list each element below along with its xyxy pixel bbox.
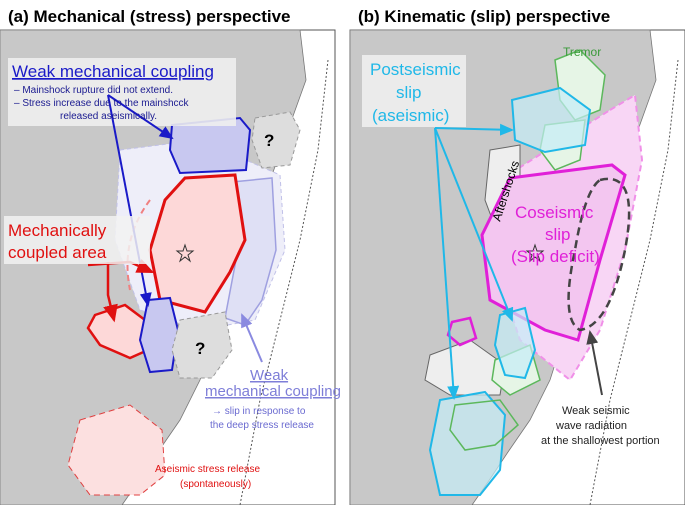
arrow: [241, 313, 263, 363]
label: at the shallowest portion: [541, 435, 660, 447]
note: – Mainshock rupture did not extend.: [14, 85, 173, 96]
small-red-area: [86, 303, 150, 360]
arrow: [434, 123, 514, 136]
label: Postseismic: [370, 60, 461, 79]
panel-title: (b) Kinematic (slip) perspective: [358, 7, 610, 26]
aseismic-area: [67, 404, 166, 496]
note: (spontaneously): [180, 479, 251, 490]
label-box: [362, 55, 466, 127]
label: slip: [545, 225, 571, 244]
arrow: [107, 94, 174, 140]
coseismic-area: [480, 163, 627, 342]
note: – Stress increase due to the mainshcck: [14, 98, 190, 109]
trench: [239, 59, 329, 505]
label: (aseismic): [372, 106, 449, 125]
unknown-area: [251, 111, 301, 169]
dashed-edge: [126, 199, 151, 291]
arrow: [434, 127, 514, 322]
label: coupled area: [8, 243, 107, 262]
note: Aseismic stress release: [155, 464, 260, 475]
unknown-area: [171, 311, 233, 379]
tremor-area: [449, 399, 520, 451]
coupled-area: [148, 173, 247, 314]
panel-b: (b) Kinematic (slip) perspective Tremor …: [349, 7, 685, 505]
postseismic-area: [493, 306, 537, 380]
arrow: [103, 262, 118, 323]
trench: [589, 59, 679, 505]
blue-area: [168, 116, 252, 175]
postseismic-area: [510, 86, 592, 154]
label: wave radiation: [555, 420, 627, 432]
small-blue-area: [138, 296, 180, 374]
postseismic-area: [428, 390, 507, 496]
label: (Slip deficit): [511, 247, 600, 266]
label: mechanical coupling: [205, 383, 341, 400]
label: Coseismic: [515, 203, 594, 222]
note-box: [8, 58, 236, 126]
panel-a: (a) Mechanical (stress) perspective Weak…: [0, 7, 341, 505]
arrow: [586, 330, 603, 396]
epicenter: [525, 243, 545, 263]
note: the deep stress release: [210, 420, 314, 431]
heading: Weak mechanical coupling: [12, 62, 214, 81]
label: Weak: [250, 367, 289, 384]
label: Weak seismic: [562, 405, 630, 417]
epicenter: [175, 243, 195, 263]
label: Mechanically: [8, 221, 107, 240]
note: released aseismically.: [60, 111, 157, 122]
note: → slip in response to: [212, 406, 306, 417]
arrow: [434, 127, 460, 400]
label: Tremor: [563, 45, 601, 59]
question-mark: ?: [264, 131, 274, 150]
shallow-area: [567, 177, 631, 332]
question-mark: ?: [195, 339, 205, 358]
label-box: [4, 216, 150, 264]
panel-title: (a) Mechanical (stress) perspective: [8, 7, 291, 26]
label: slip: [396, 83, 422, 102]
